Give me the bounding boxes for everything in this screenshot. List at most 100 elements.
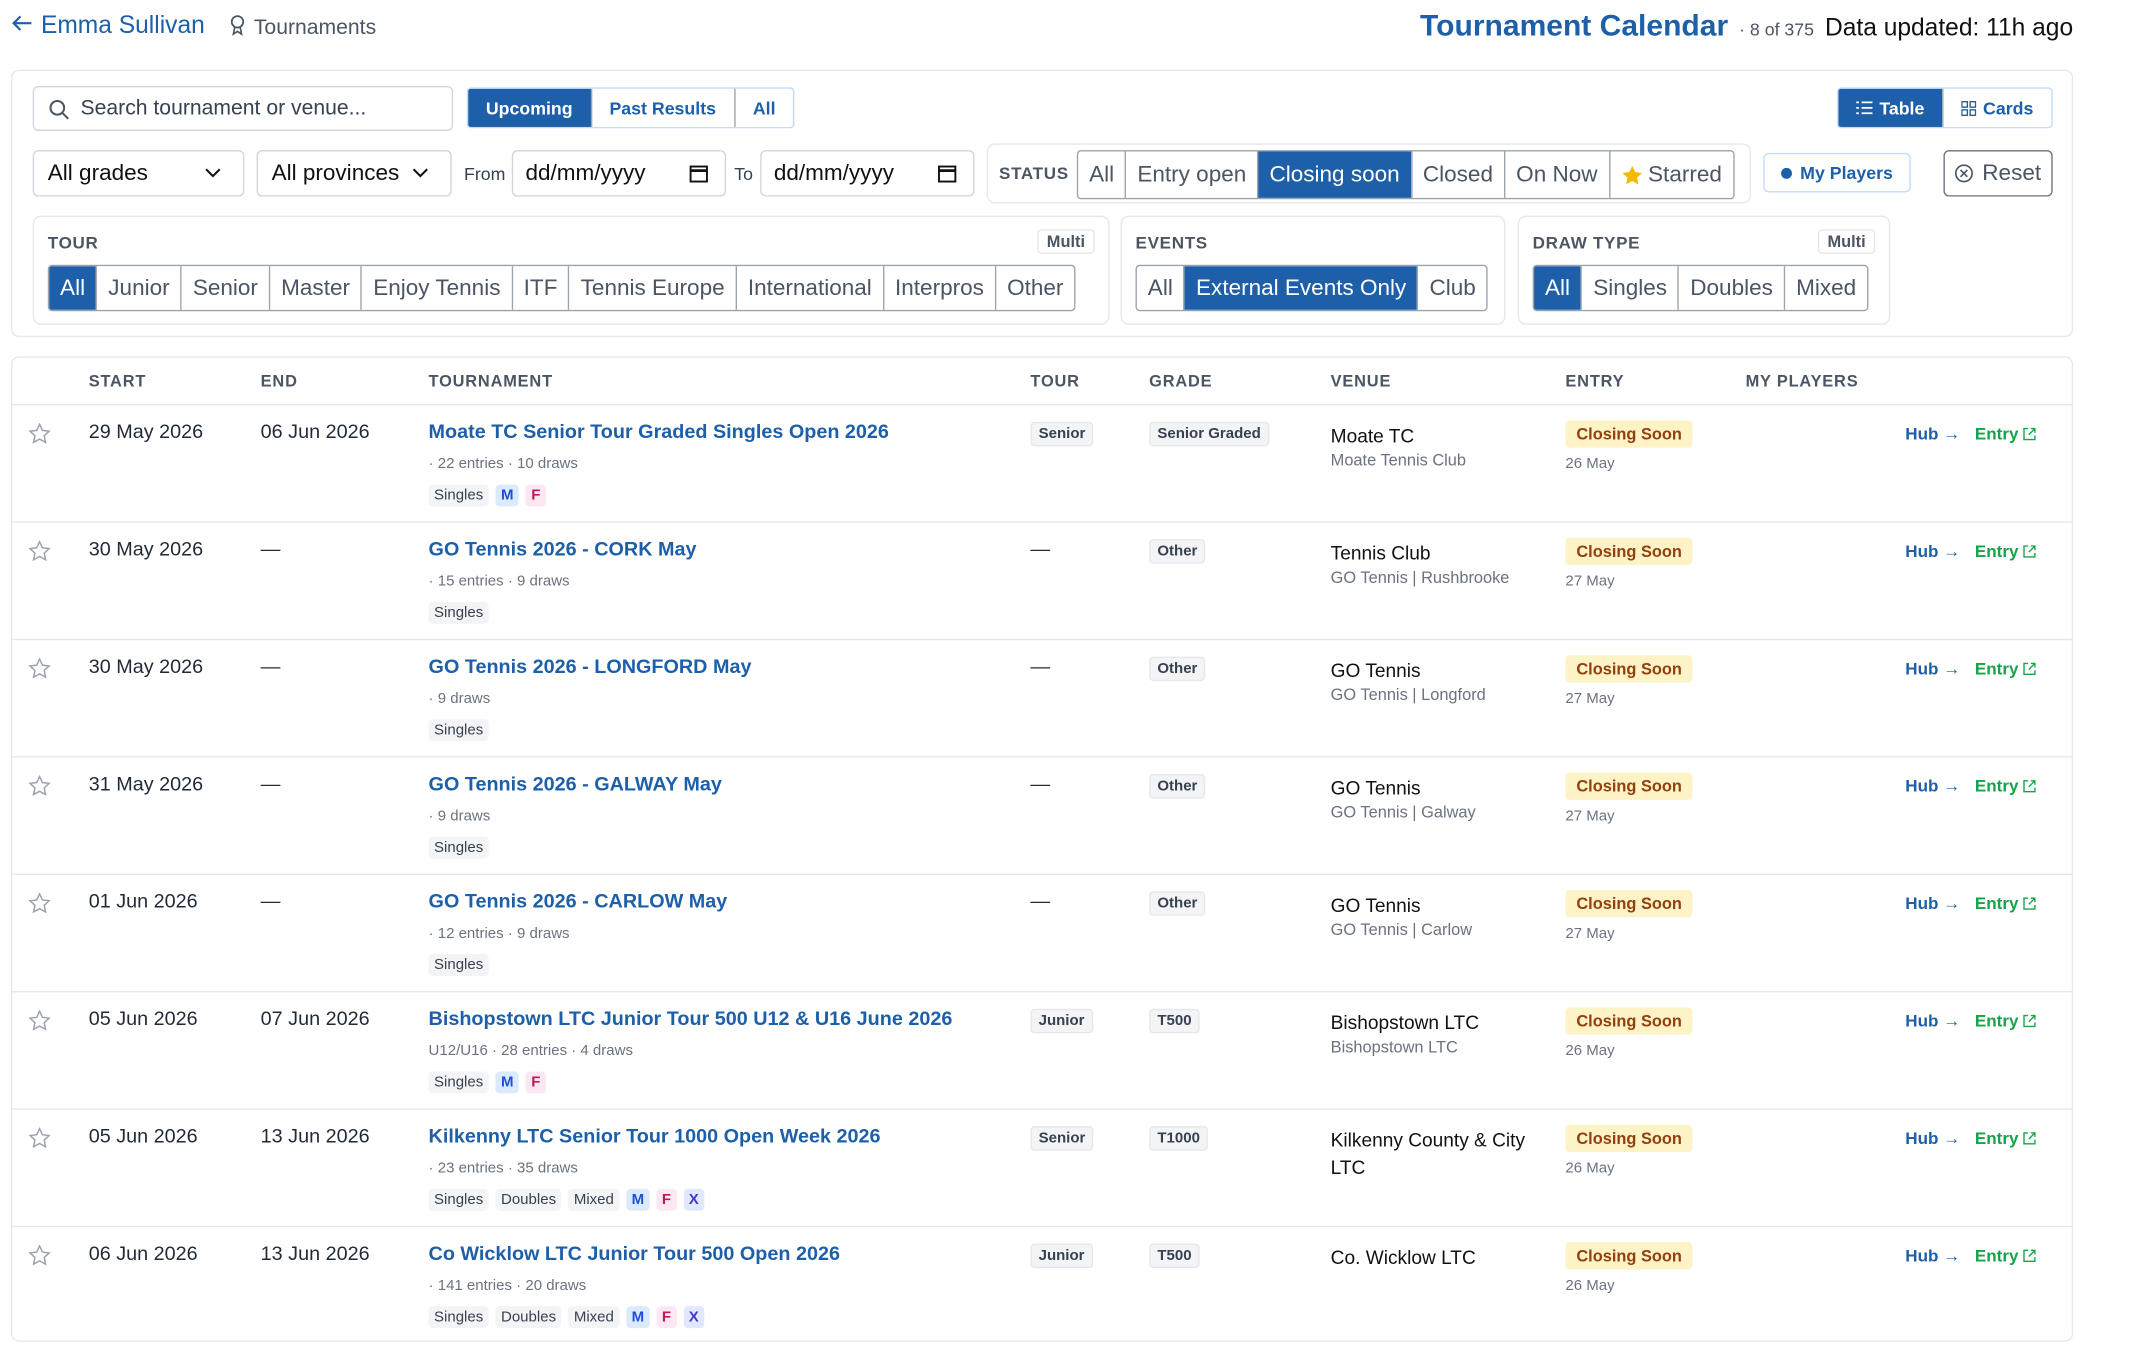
segment-button[interactable]: External Events Only	[1183, 266, 1418, 310]
entry-status: Closing Soon	[1565, 1124, 1693, 1153]
grade: Other	[1149, 539, 1206, 564]
segment-button[interactable]: Doubles	[1677, 266, 1784, 310]
segment-button[interactable]: Senior	[180, 266, 269, 310]
icon[interactable]	[28, 775, 51, 796]
multi-toggle[interactable]: Multi	[1817, 229, 1876, 254]
start-date: 05 Jun 2026	[88, 1126, 198, 1148]
segment-button[interactable]: All	[49, 266, 97, 310]
hub-link[interactable]: Hub →	[1905, 541, 1961, 562]
hub-link[interactable]: Hub →	[1905, 424, 1961, 444]
segment-button[interactable]: Starred	[1608, 151, 1732, 198]
segment-button[interactable]: All	[1534, 266, 1581, 310]
tournament-name[interactable]: Moate TC Senior Tour Graded Singles Open…	[428, 421, 889, 444]
entry-link[interactable]: Entry	[1975, 777, 2036, 796]
multi-toggle[interactable]: Multi	[1037, 229, 1095, 254]
hub-link[interactable]: Hub →	[1905, 1246, 1961, 1266]
hub-link[interactable]: Hub →	[1905, 776, 1961, 796]
start-date: 05 Jun 2026	[88, 1008, 198, 1031]
icon	[1781, 167, 1792, 179]
page-title: Tournament Calendar	[1420, 8, 1729, 43]
segment-button[interactable]: Enjoy Tennis	[360, 266, 511, 310]
icon[interactable]	[28, 1127, 51, 1148]
tournament-name[interactable]: GO Tennis 2026 - GALWAY May	[428, 773, 722, 796]
province-select[interactable]: All provinces	[256, 150, 452, 197]
grade-select[interactable]: All grades	[32, 150, 245, 197]
tournament-meta: · 15 entries · 9 draws	[428, 573, 570, 590]
tour: Junior	[1030, 1008, 1093, 1034]
results-table	[10, 356, 2074, 1342]
segment-button[interactable]: Singles	[1580, 266, 1678, 310]
my-players-button[interactable]: My Players	[1763, 152, 1911, 193]
tournament-name[interactable]: GO Tennis 2026 - LONGFORD May	[428, 656, 752, 679]
draw-tag: Singles	[428, 836, 489, 859]
entry-link[interactable]: Entry	[1975, 659, 2036, 678]
tournament-name[interactable]: Kilkenny LTC Senior Tour 1000 Open Week …	[428, 1126, 881, 1148]
icon[interactable]	[28, 423, 51, 444]
tournament-name[interactable]: GO Tennis 2026 - CARLOW May	[428, 891, 728, 914]
tournament-name[interactable]: Co Wicklow LTC Junior Tour 500 Open 2026	[428, 1243, 841, 1266]
entry-link[interactable]: Entry	[1975, 542, 2036, 561]
segment-button[interactable]: Master	[268, 266, 361, 310]
entry-date: 26 May	[1565, 1277, 1615, 1295]
end-date: 06 Jun 2026	[260, 421, 370, 444]
tournament-name[interactable]: Bishopstown LTC Junior Tour 500 U12 & U1…	[428, 1008, 953, 1031]
hub-link[interactable]: Hub →	[1905, 894, 1961, 914]
icon[interactable]	[28, 892, 51, 914]
icon[interactable]	[28, 657, 51, 679]
segment-button[interactable]: All	[1089, 161, 1115, 187]
segment-button[interactable]: ITF	[511, 266, 568, 310]
segment-button[interactable]: Tennis Europe	[568, 266, 735, 310]
segment-button[interactable]: International	[735, 266, 883, 310]
segment-button[interactable]: Other	[994, 266, 1075, 310]
segment-button[interactable]: Past Results	[590, 88, 733, 127]
back-link[interactable]: Emma Sullivan	[11, 11, 205, 40]
icon	[2023, 1132, 2037, 1146]
hub-link[interactable]: Hub →	[1905, 659, 1961, 679]
segment-button[interactable]: Entry open	[1125, 151, 1257, 198]
column-header: MY PLAYERS	[1745, 371, 1859, 391]
date-input[interactable]: dd/mm/yyyy	[760, 150, 975, 197]
draw-tag: Mixed	[568, 1306, 620, 1329]
segment-button[interactable]: Closing soon	[1257, 151, 1411, 198]
reset-button[interactable]: Reset	[1943, 150, 2053, 197]
segment-button[interactable]: Table	[1838, 88, 1943, 127]
venue: Bishopstown LTC	[1330, 1011, 1480, 1034]
column-header: START	[88, 371, 147, 391]
entry-link-label: Entry	[1974, 541, 2019, 562]
segment-button[interactable]: Upcoming	[468, 88, 591, 127]
entry-status: Closing Soon	[1565, 1007, 1693, 1035]
venue-sub: Bishopstown LTC	[1330, 1037, 1458, 1057]
date-input[interactable]: dd/mm/yyyy	[511, 150, 727, 197]
segment-button[interactable]: On Now	[1503, 151, 1609, 198]
entry-link[interactable]: Entry	[1975, 1011, 2036, 1031]
segment-button[interactable]: Closed	[1410, 151, 1504, 198]
segment-button[interactable]: Interpros	[882, 266, 995, 310]
segment-button[interactable]: Junior	[96, 266, 181, 310]
tour: —	[1030, 539, 1051, 562]
icon[interactable]	[28, 1244, 51, 1266]
draw-tag: Doubles	[495, 1306, 562, 1329]
search-box[interactable]: Search tournament or venue...	[32, 85, 454, 132]
segment-button[interactable]: Club	[1417, 266, 1487, 310]
icon[interactable]	[28, 1010, 51, 1031]
icon	[2023, 427, 2037, 441]
icon	[2023, 1249, 2037, 1263]
grade: Other	[1149, 891, 1206, 916]
start-date: 01 Jun 2026	[88, 891, 198, 914]
entry-link[interactable]: Entry	[1975, 1129, 2036, 1148]
segment-button[interactable]: Cards	[1942, 88, 2051, 127]
segment-button[interactable]: All	[733, 88, 794, 127]
hub-link[interactable]: Hub →	[1905, 1011, 1961, 1031]
entry-status: Closing Soon	[1565, 537, 1693, 566]
entry-link[interactable]: Entry	[1975, 894, 2036, 913]
tournament-name[interactable]: GO Tennis 2026 - CORK May	[428, 539, 697, 562]
entry-link[interactable]: Entry	[1975, 425, 2036, 444]
start-date: 30 May 2026	[88, 656, 204, 679]
entry-link[interactable]: Entry	[1975, 1246, 2036, 1265]
segment-button[interactable]: All	[1147, 275, 1173, 300]
icon[interactable]	[28, 540, 51, 562]
tour: Junior	[1030, 1243, 1093, 1269]
venue: GO Tennis	[1330, 894, 1421, 916]
hub-link[interactable]: Hub →	[1905, 1128, 1961, 1148]
segment-button[interactable]: Mixed	[1783, 266, 1867, 310]
